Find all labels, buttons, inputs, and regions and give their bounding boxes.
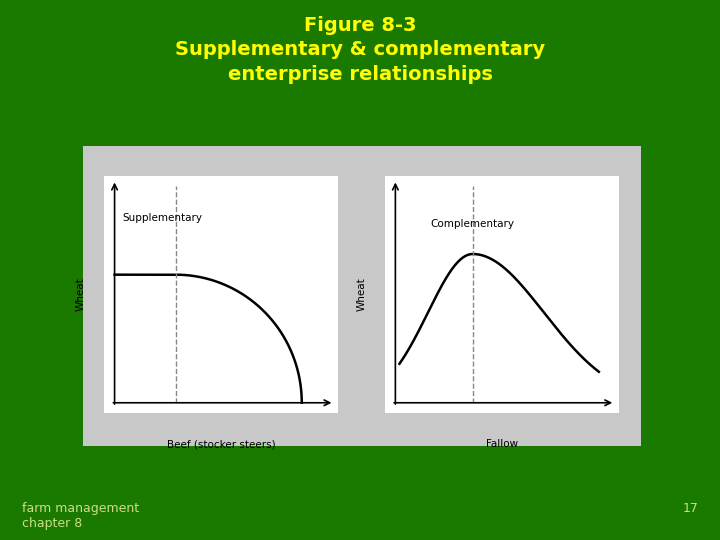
Text: 17: 17 xyxy=(683,502,698,515)
Text: Wheat: Wheat xyxy=(357,278,366,311)
Text: Supplementary: Supplementary xyxy=(122,213,203,223)
Text: Wheat: Wheat xyxy=(76,278,86,311)
Text: Beef (stocker steers): Beef (stocker steers) xyxy=(167,439,276,449)
Text: Fallow: Fallow xyxy=(486,439,518,449)
Text: Figure 8-3
Supplementary & complementary
enterprise relationships: Figure 8-3 Supplementary & complementary… xyxy=(175,16,545,84)
Text: Complementary: Complementary xyxy=(431,219,515,229)
Text: farm management
chapter 8: farm management chapter 8 xyxy=(22,502,139,530)
